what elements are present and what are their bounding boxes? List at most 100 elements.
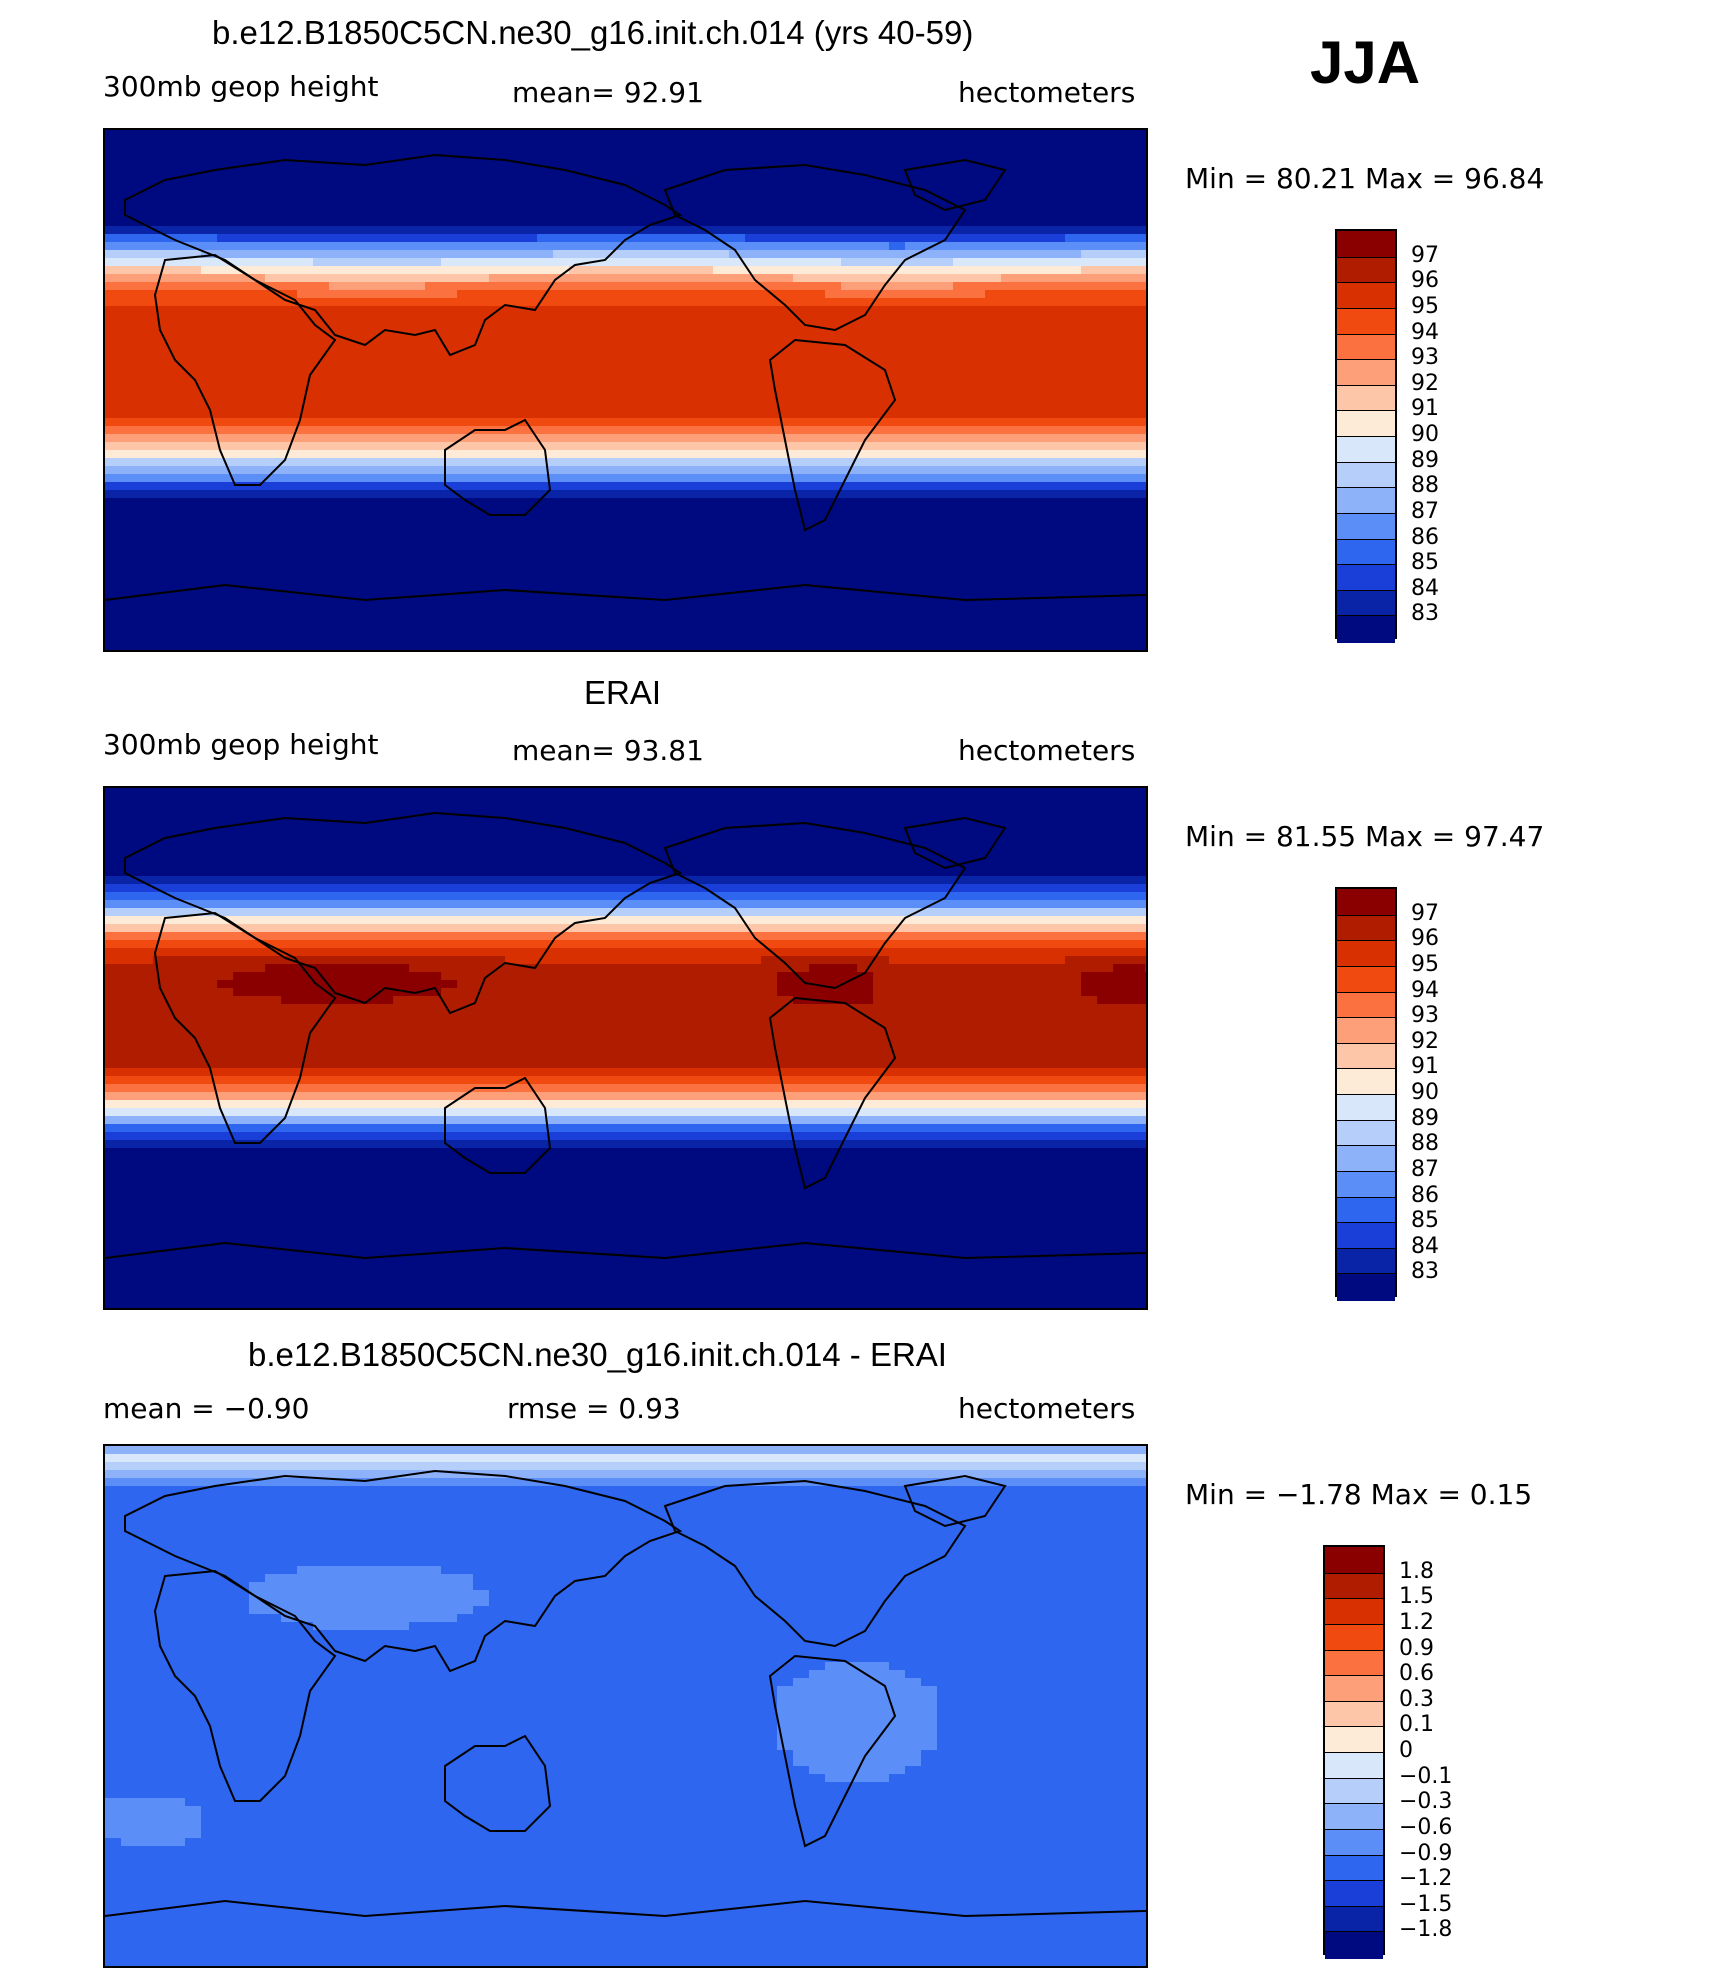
field-cell bbox=[617, 346, 634, 355]
field-cell bbox=[393, 234, 410, 243]
field-cell bbox=[1129, 162, 1146, 171]
field-cell bbox=[105, 226, 122, 235]
field-cell bbox=[937, 242, 954, 251]
field-cell bbox=[857, 362, 874, 371]
field-cell bbox=[265, 796, 282, 805]
field-cell bbox=[585, 218, 602, 227]
field-cell bbox=[1049, 170, 1066, 179]
field-cell bbox=[681, 162, 698, 171]
field-cell bbox=[937, 804, 954, 813]
field-cell bbox=[729, 836, 746, 845]
field-cell bbox=[537, 218, 554, 227]
field-cell bbox=[729, 402, 746, 411]
field-cell bbox=[761, 410, 778, 419]
field-cell bbox=[377, 402, 394, 411]
field-cell bbox=[1145, 186, 1146, 195]
field-cell bbox=[1017, 178, 1034, 187]
field-cell bbox=[1017, 234, 1034, 243]
field-cell bbox=[921, 796, 938, 805]
field-cell bbox=[1129, 610, 1146, 619]
field-cell bbox=[793, 442, 810, 451]
field-cell bbox=[777, 274, 794, 283]
field-cell bbox=[553, 820, 570, 829]
field-cell bbox=[377, 546, 394, 555]
field-cell bbox=[633, 570, 650, 579]
field-cell bbox=[201, 322, 218, 331]
field-cell bbox=[105, 474, 122, 483]
field-cell bbox=[137, 282, 154, 291]
field-cell bbox=[473, 610, 490, 619]
field-cell bbox=[889, 418, 906, 427]
field-cell bbox=[425, 546, 442, 555]
field-cell bbox=[345, 162, 362, 171]
field-cell bbox=[1065, 226, 1082, 235]
field-cell bbox=[169, 298, 186, 307]
field-cell bbox=[233, 796, 250, 805]
field-cell bbox=[249, 282, 266, 291]
field-cell bbox=[217, 836, 234, 845]
field-cell bbox=[329, 466, 346, 475]
field-cell bbox=[345, 338, 362, 347]
field-cell bbox=[553, 458, 570, 467]
field-cell bbox=[585, 298, 602, 307]
field-cell bbox=[473, 218, 490, 227]
field-cell bbox=[1049, 410, 1066, 419]
field-cell bbox=[633, 218, 650, 227]
field-cell bbox=[857, 788, 874, 797]
field-cell bbox=[601, 154, 618, 163]
field-cell bbox=[1129, 852, 1146, 861]
field-cell bbox=[777, 602, 794, 611]
field-cell bbox=[537, 370, 554, 379]
field-cell bbox=[601, 570, 618, 579]
field-cell bbox=[617, 258, 634, 267]
field-cell bbox=[617, 322, 634, 331]
field-cell bbox=[329, 346, 346, 355]
field-cell bbox=[297, 618, 314, 627]
field-cell bbox=[857, 642, 874, 650]
field-cell bbox=[1097, 386, 1114, 395]
field-cell bbox=[505, 618, 522, 627]
field-cell bbox=[649, 266, 666, 275]
field-cell bbox=[809, 202, 826, 211]
field-cell bbox=[1113, 378, 1130, 387]
field-cell bbox=[489, 242, 506, 251]
field-cell bbox=[153, 554, 170, 563]
field-cell bbox=[553, 314, 570, 323]
field-cell bbox=[345, 860, 362, 869]
field-cell bbox=[233, 274, 250, 283]
field-cell bbox=[793, 162, 810, 171]
field-cell bbox=[201, 820, 218, 829]
field-cell bbox=[1001, 330, 1018, 339]
field-cell bbox=[1081, 258, 1098, 267]
field-cell bbox=[953, 634, 970, 643]
field-cell bbox=[489, 506, 506, 515]
field-cell bbox=[441, 578, 458, 587]
field-cell bbox=[553, 522, 570, 531]
field-cell bbox=[937, 506, 954, 515]
field-cell bbox=[425, 578, 442, 587]
field-cell bbox=[297, 498, 314, 507]
field-cell bbox=[313, 626, 330, 635]
field-cell bbox=[969, 610, 986, 619]
field-cell bbox=[537, 186, 554, 195]
field-cell bbox=[153, 162, 170, 171]
field-cell bbox=[441, 242, 458, 251]
field-cell bbox=[937, 186, 954, 195]
field-cell bbox=[681, 554, 698, 563]
field-cell bbox=[617, 626, 634, 635]
field-cell bbox=[537, 202, 554, 211]
field-cell bbox=[761, 274, 778, 283]
panel2-variable-label: 300mb geop height bbox=[103, 728, 379, 761]
field-cell bbox=[457, 162, 474, 171]
field-cell bbox=[329, 282, 346, 291]
field-cell bbox=[377, 298, 394, 307]
field-cell bbox=[601, 362, 618, 371]
field-cell bbox=[393, 618, 410, 627]
field-cell bbox=[329, 634, 346, 643]
field-cell bbox=[937, 178, 954, 187]
field-cell bbox=[409, 562, 426, 571]
field-cell bbox=[345, 538, 362, 547]
field-cell bbox=[329, 186, 346, 195]
field-cell bbox=[521, 394, 538, 403]
field-cell bbox=[793, 538, 810, 547]
